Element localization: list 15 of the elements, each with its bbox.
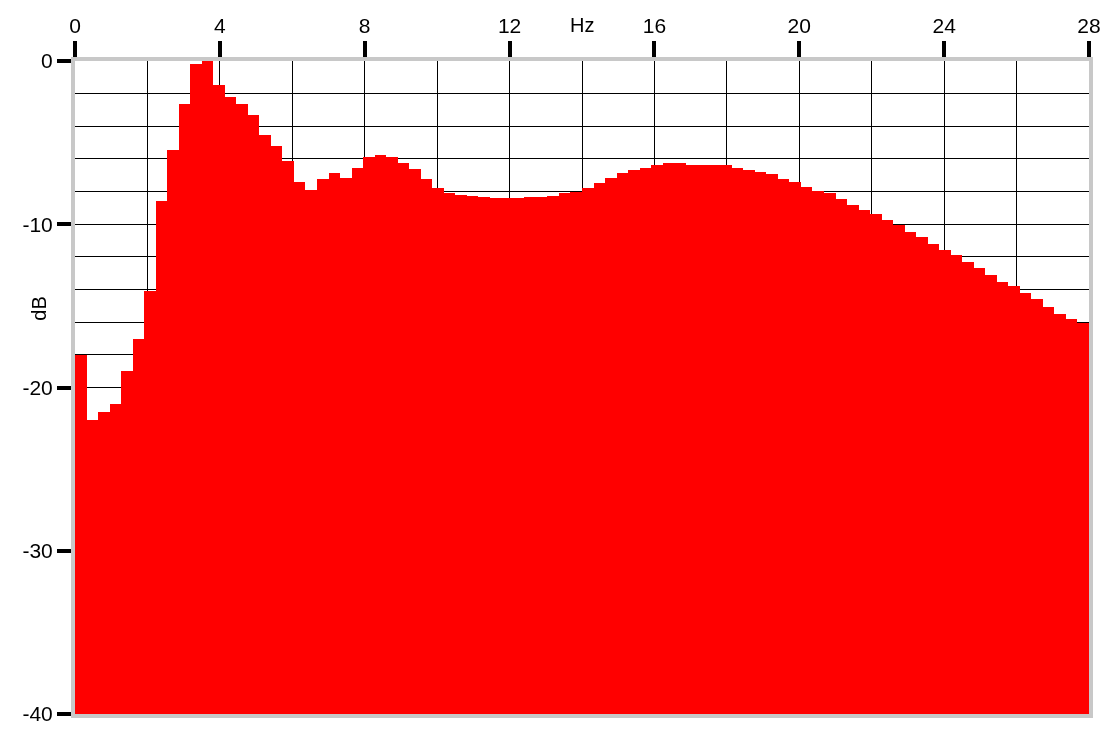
x-tick-label: 24 bbox=[932, 13, 957, 37]
y-tick-label: -30 bbox=[22, 539, 53, 563]
y-tick-label: -40 bbox=[22, 702, 53, 726]
y-tick-label: -20 bbox=[22, 375, 53, 399]
x-axis-title: Hz bbox=[570, 14, 595, 36]
x-tick-label: 16 bbox=[642, 13, 667, 37]
y-axis-title: dB bbox=[28, 296, 51, 321]
x-tick-label: 8 bbox=[358, 13, 371, 37]
x-tick-label: 28 bbox=[1077, 13, 1101, 37]
x-tick-label: 4 bbox=[214, 13, 227, 37]
y-tick-label: 0 bbox=[41, 49, 53, 73]
x-tick-label: 0 bbox=[69, 13, 81, 37]
x-tick-label: 12 bbox=[497, 13, 522, 37]
y-tick-label: -10 bbox=[22, 212, 53, 236]
x-tick-label: 20 bbox=[787, 13, 811, 37]
